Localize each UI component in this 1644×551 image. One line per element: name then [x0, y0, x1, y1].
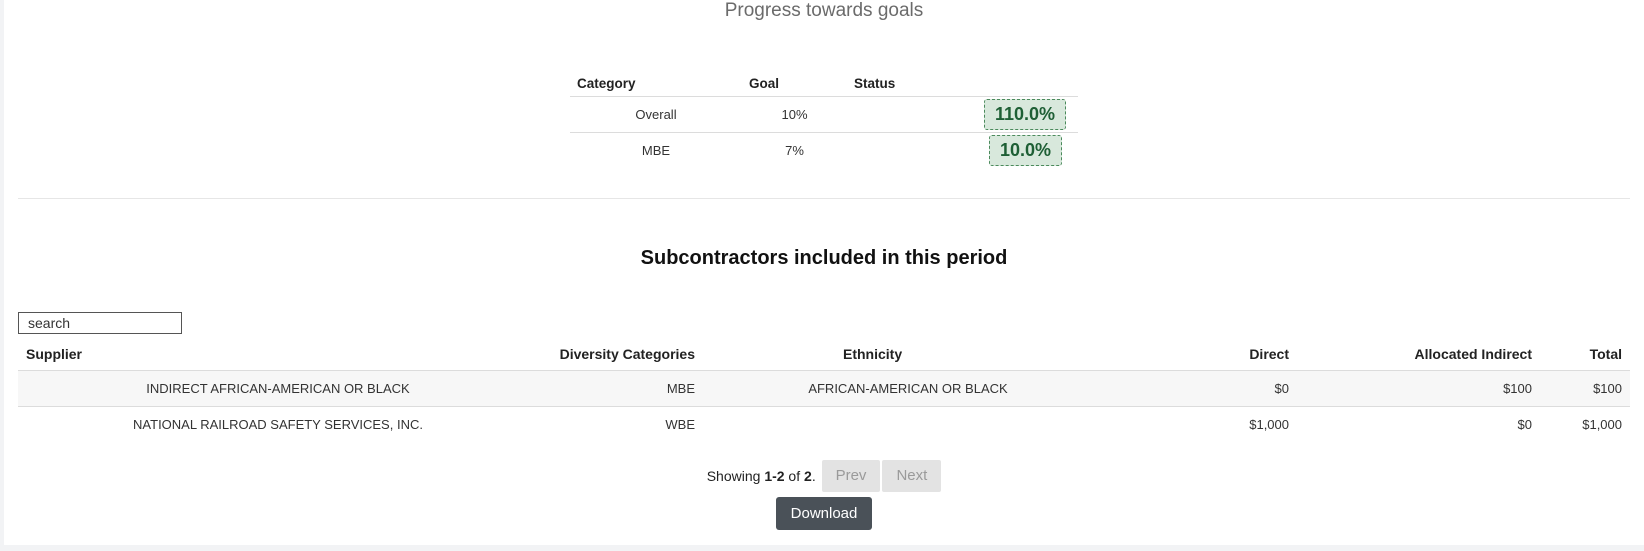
- search-input[interactable]: [18, 312, 182, 334]
- goal-category: Overall: [570, 96, 742, 133]
- indirect-cell: $0: [1517, 417, 1532, 432]
- column-header-diversity[interactable]: Diversity Categories: [538, 338, 703, 371]
- total-cell: $1,000: [1582, 417, 1622, 432]
- ethnicity-cell: AFRICAN-AMERICAN OR BLACK: [703, 370, 1113, 407]
- column-header-total[interactable]: Total: [1540, 338, 1630, 371]
- column-header-direct[interactable]: Direct: [1113, 338, 1297, 371]
- goal-target: 10%: [742, 96, 847, 133]
- goals-row: Overall 10% 110.0%: [570, 96, 1078, 133]
- goals-header-category: Category: [570, 70, 742, 97]
- direct-cell: $0: [1113, 370, 1297, 407]
- column-header-allocated-indirect[interactable]: Allocated Indirect: [1297, 338, 1540, 371]
- total-cell: $100: [1540, 370, 1630, 407]
- goals-title: Progress towards goals: [724, 0, 924, 21]
- column-header-ethnicity[interactable]: Ethnicity: [703, 338, 1113, 371]
- goals-header-row: Category Goal Status: [570, 70, 1078, 97]
- subcontractors-table: Supplier Diversity Categories Ethnicity …: [18, 338, 1630, 442]
- column-header-supplier[interactable]: Supplier: [18, 338, 538, 371]
- subs-header-row: Supplier Diversity Categories Ethnicity …: [18, 338, 1630, 371]
- prev-button[interactable]: Prev: [821, 460, 881, 492]
- next-button[interactable]: Next: [882, 460, 942, 492]
- pagination-suffix: .: [811, 468, 816, 484]
- pagination-text: Showing 1-2 of 2.: [707, 468, 816, 484]
- goals-header-goal: Goal: [742, 70, 847, 97]
- goal-target: 7%: [785, 143, 804, 158]
- goal-status-badge: 110.0%: [984, 99, 1067, 130]
- goal-status-cell: 110.0%: [847, 96, 1078, 133]
- diversity-cell: MBE: [538, 370, 703, 407]
- table-row: NATIONAL RAILROAD SAFETY SERVICES, INC. …: [18, 407, 1630, 443]
- goal-category: MBE: [641, 143, 671, 158]
- subcontractors-title: Subcontractors included in this period: [640, 247, 1008, 269]
- ethnicity-cell: [703, 407, 1113, 443]
- direct-cell: $1,000: [1249, 417, 1289, 432]
- pagination-prefix: Showing: [706, 468, 765, 484]
- download-button[interactable]: Download: [776, 497, 872, 530]
- goal-status-badge: 10.0%: [989, 135, 1063, 166]
- pagination-range: 1-2: [764, 468, 785, 484]
- pagination: Showing 1-2 of 2. Prev Next: [0, 460, 1644, 492]
- pagination-of: of: [784, 468, 805, 484]
- pagination-total: 2: [804, 468, 812, 484]
- section-divider: [18, 198, 1630, 199]
- table-row: INDIRECT AFRICAN-AMERICAN OR BLACK MBE A…: [18, 370, 1630, 407]
- supplier-cell: NATIONAL RAILROAD SAFETY SERVICES, INC.: [133, 417, 423, 432]
- goals-table: Category Goal Status Overall 10% 110.0% …: [570, 70, 1078, 168]
- goals-header-status: Status: [847, 70, 961, 97]
- goals-header-spacer: [961, 70, 1078, 97]
- supplier-cell: INDIRECT AFRICAN-AMERICAN OR BLACK: [18, 370, 538, 407]
- diversity-cell: WBE: [665, 417, 695, 432]
- goal-status-cell: 10.0%: [847, 133, 1078, 169]
- goals-row: MBE 7% 10.0%: [570, 133, 1078, 169]
- indirect-cell: $100: [1297, 370, 1540, 407]
